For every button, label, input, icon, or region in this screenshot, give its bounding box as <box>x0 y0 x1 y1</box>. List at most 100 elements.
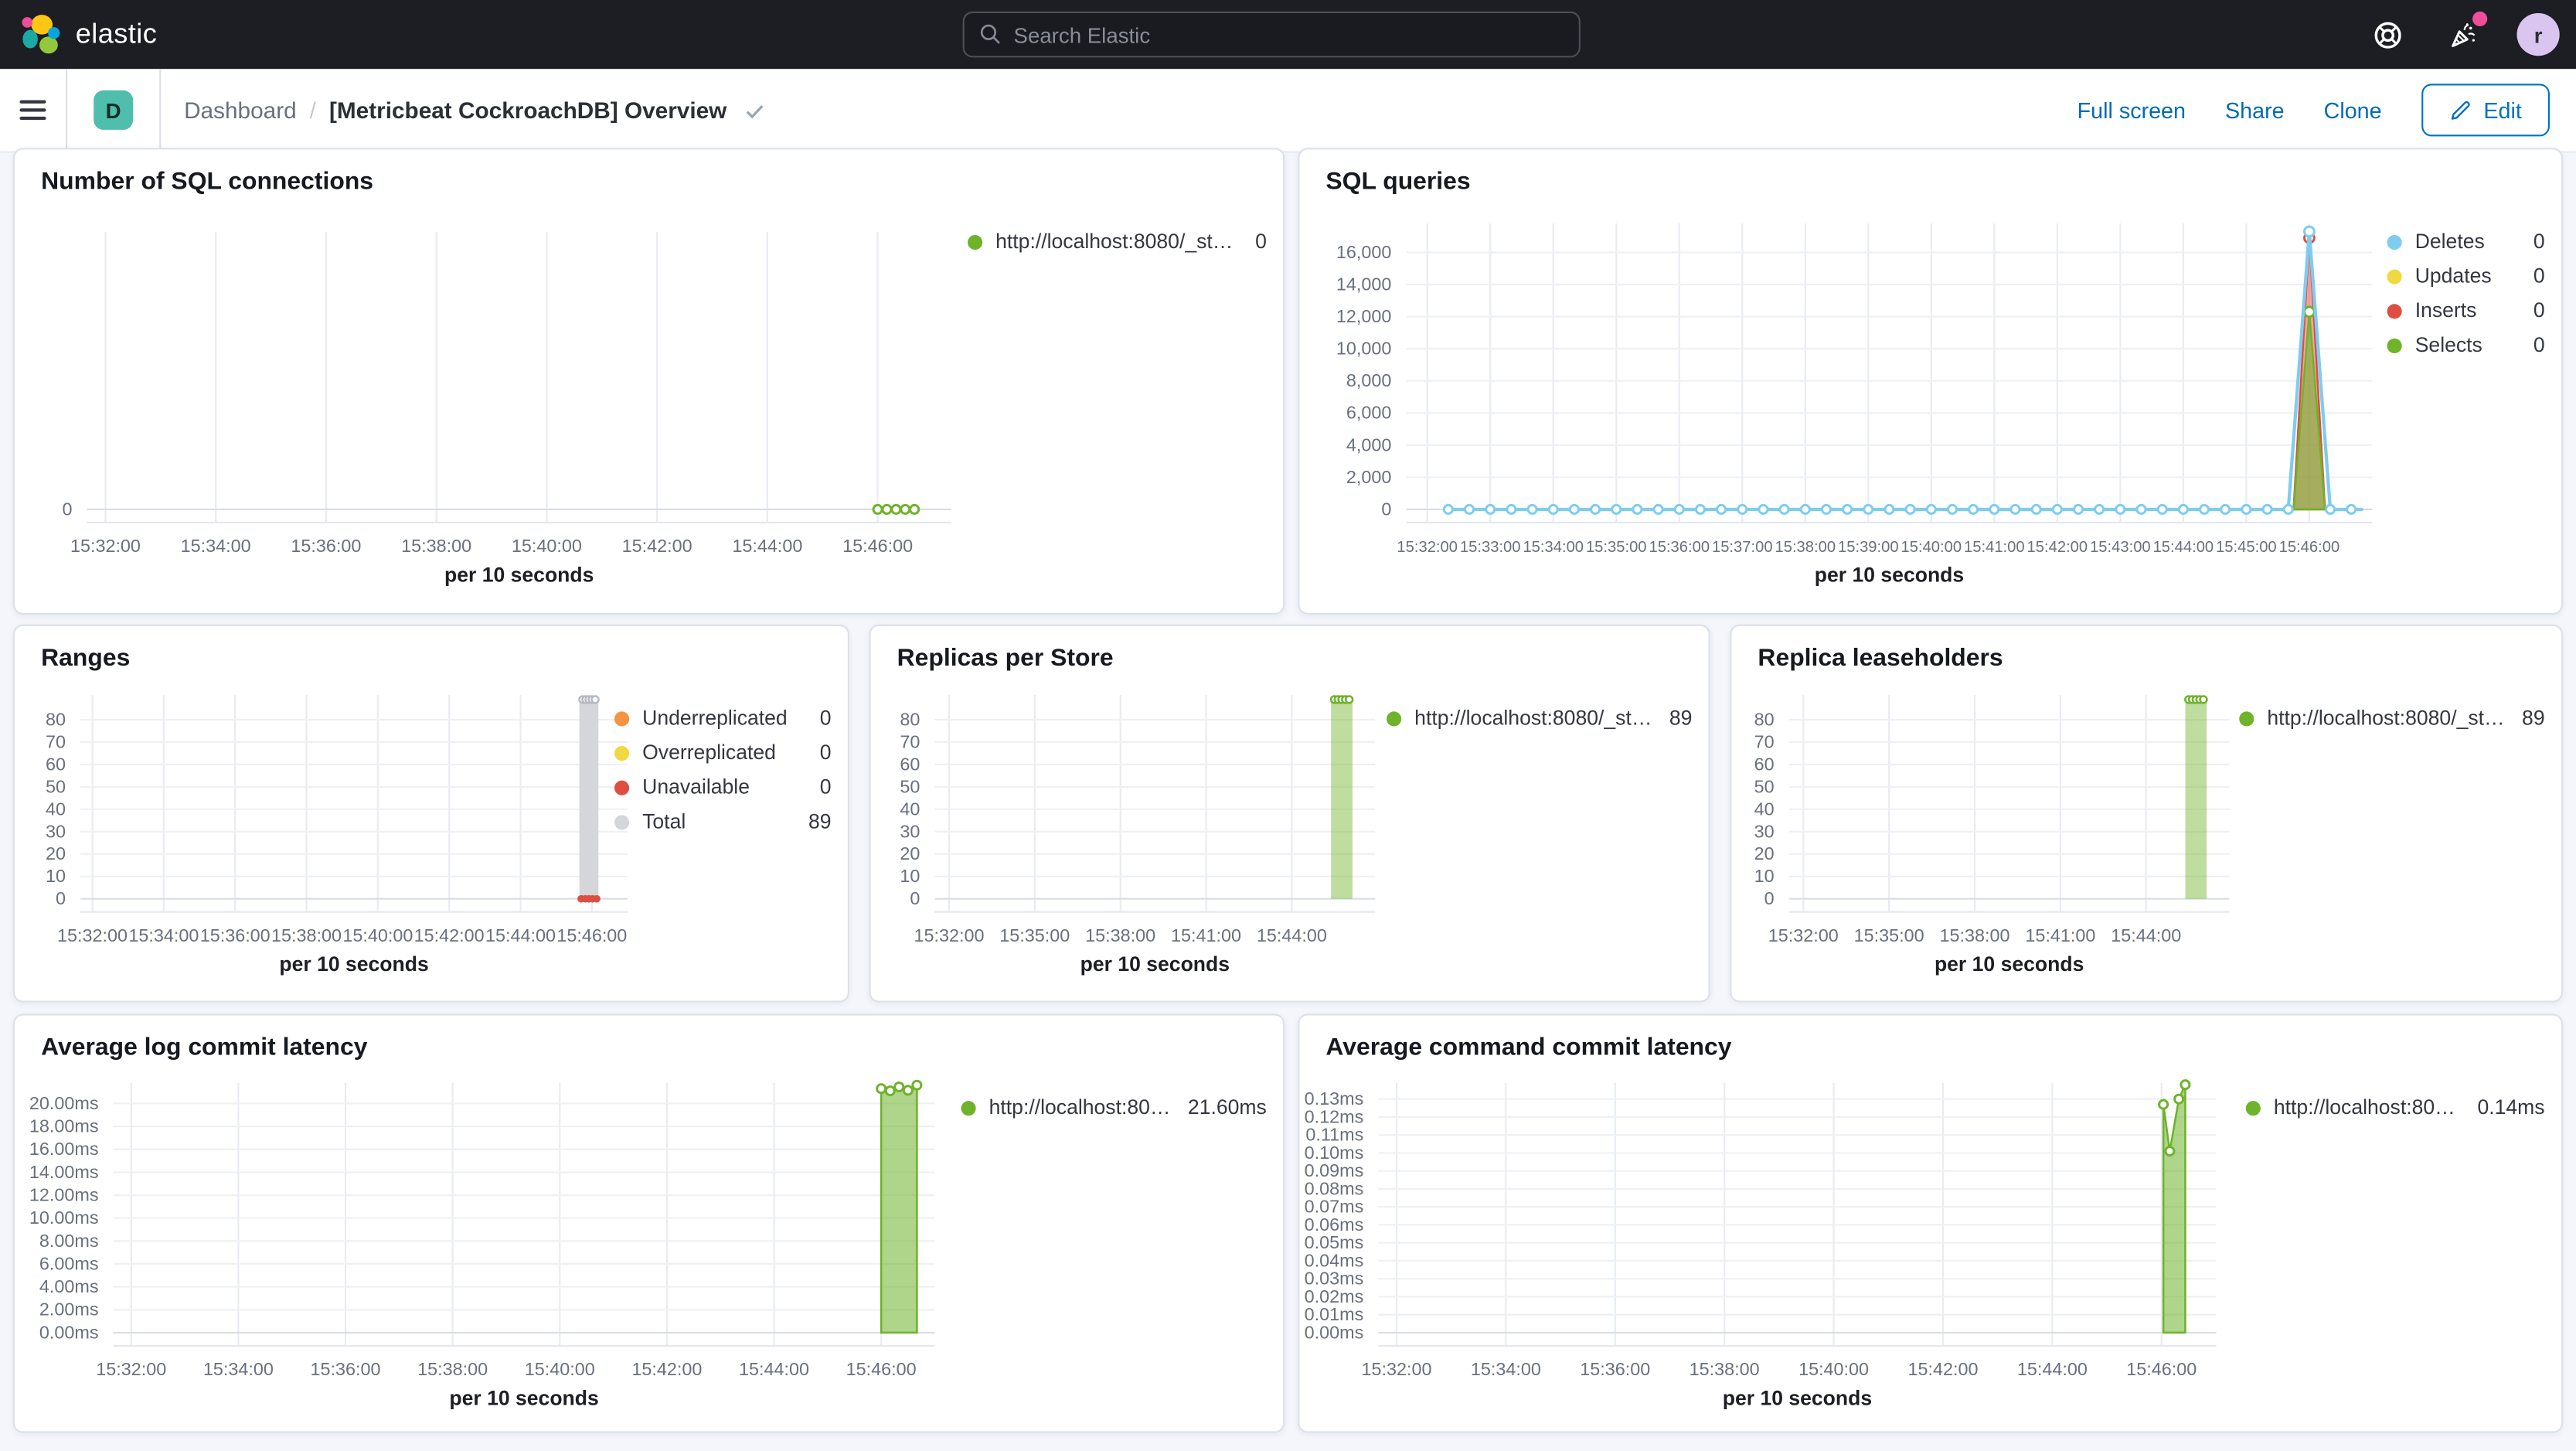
edit-button-label: Edit <box>2483 97 2522 123</box>
elastic-logo[interactable]: elastic <box>0 13 157 56</box>
chart-legend: http://localhost:8080... 0.14ms <box>2245 1091 2545 1126</box>
svg-text:0.01ms: 0.01ms <box>1305 1304 1364 1324</box>
chart-legend: http://localhost:8080/_stat... 0 <box>968 225 1267 260</box>
chart-canvas[interactable]: 0 2,000 4,000 6,000 8,000 10,000 12,000 14,000 1… <box>1299 149 2561 612</box>
svg-text:per 10 seconds: per 10 seconds <box>449 1386 598 1409</box>
svg-text:2,000: 2,000 <box>1346 467 1392 487</box>
chart-canvas[interactable]: 0 15:32:00 15:34:00 15:36:00 15:38:00 15:40:0… <box>15 149 1283 612</box>
legend-item[interactable]: Selects 0 <box>2387 329 2545 362</box>
svg-text:15:33:00: 15:33:00 <box>1460 539 1521 556</box>
legend-series-dot-icon <box>968 233 983 250</box>
breadcrumb-dashboard-link[interactable]: Dashboard <box>184 97 297 124</box>
svg-text:15:35:00: 15:35:00 <box>999 925 1070 945</box>
legend-item[interactable]: Overreplicated 0 <box>614 736 832 769</box>
menu-button[interactable] <box>0 68 66 152</box>
legend-item[interactable]: http://localhost:808... 21.60ms <box>961 1091 1267 1124</box>
chart-legend: Underreplicated 0 Overreplicated 0 Unavailab… <box>614 702 832 840</box>
svg-text:15:32:00: 15:32:00 <box>57 925 128 945</box>
legend-series-dot-icon <box>961 1100 976 1115</box>
legend-item[interactable]: http://localhost:8080... 0.14ms <box>2245 1091 2545 1124</box>
legend-series-dot-icon <box>614 710 630 726</box>
panel-title: Number of SQL connections <box>41 167 374 196</box>
svg-text:20: 20 <box>1754 843 1775 863</box>
svg-text:15:46:00: 15:46:00 <box>842 536 913 556</box>
svg-text:50: 50 <box>1754 776 1775 796</box>
legend-item[interactable]: http://localhost:8080/_sta... 89 <box>2239 702 2545 735</box>
elastic-logo-icon <box>22 15 60 54</box>
legend-series-value: 0 <box>819 741 832 765</box>
legend-series-label: http://localhost:8080/_sta... <box>2267 707 2510 730</box>
svg-text:15:40:00: 15:40:00 <box>512 536 582 556</box>
newsfeed-button[interactable] <box>2442 11 2488 56</box>
user-avatar[interactable]: r <box>2516 13 2560 56</box>
svg-text:15:46:00: 15:46:00 <box>846 1359 917 1379</box>
legend-item[interactable]: Updates 0 <box>2387 260 2545 293</box>
svg-text:12,000: 12,000 <box>1336 306 1392 326</box>
legend-item[interactable]: Unavailable 0 <box>614 771 832 804</box>
svg-text:15:38:00: 15:38:00 <box>1940 925 2010 945</box>
svg-text:8.00ms: 8.00ms <box>39 1231 99 1251</box>
svg-text:20.00ms: 20.00ms <box>29 1093 99 1113</box>
svg-text:70: 70 <box>46 731 66 751</box>
legend-item[interactable]: Deletes 0 <box>2387 225 2545 258</box>
legend-item[interactable]: http://localhost:8080/_sta... 89 <box>1387 702 1692 735</box>
svg-text:0.07ms: 0.07ms <box>1305 1197 1364 1217</box>
logo-text: elastic <box>75 18 158 49</box>
svg-text:15:42:00: 15:42:00 <box>631 1359 702 1379</box>
full-screen-button[interactable]: Full screen <box>2077 97 2186 123</box>
svg-text:15:34:00: 15:34:00 <box>1523 539 1584 556</box>
panel-ranges: Ranges 0 10 20 30 40 50 60 70 80 15:32:00 15:34:00… <box>13 624 849 1003</box>
legend-series-value: 0 <box>2533 298 2545 322</box>
svg-text:15:46:00: 15:46:00 <box>2126 1359 2197 1379</box>
global-search[interactable] <box>962 11 1581 58</box>
svg-text:50: 50 <box>46 776 66 796</box>
svg-text:14.00ms: 14.00ms <box>29 1162 99 1182</box>
legend-item[interactable]: Total 89 <box>614 806 832 839</box>
svg-text:0.08ms: 0.08ms <box>1305 1178 1364 1198</box>
search-input[interactable] <box>1013 22 1564 47</box>
svg-text:4.00ms: 4.00ms <box>39 1276 99 1296</box>
svg-text:80: 80 <box>1754 709 1775 729</box>
share-button[interactable]: Share <box>2225 97 2285 123</box>
edit-button[interactable]: Edit <box>2421 83 2550 137</box>
svg-text:15:44:00: 15:44:00 <box>1257 925 1327 945</box>
svg-text:15:44:00: 15:44:00 <box>485 925 556 945</box>
svg-text:10: 10 <box>46 866 66 886</box>
panel-replicas-per-store: Replicas per Store 0 10 20 30 40 50 60 70 80 15:3… <box>869 624 1710 1003</box>
title-check-icon[interactable] <box>744 97 768 122</box>
legend-item[interactable]: Underreplicated 0 <box>614 702 832 735</box>
svg-text:0.09ms: 0.09ms <box>1305 1160 1364 1180</box>
legend-series-label: http://localhost:8080... <box>2273 1095 2465 1119</box>
svg-text:70: 70 <box>1754 731 1775 751</box>
toolbar-actions: Full screen Share Clone Edit <box>2077 83 2576 137</box>
help-button[interactable] <box>2366 13 2408 56</box>
svg-text:15:43:00: 15:43:00 <box>2090 539 2151 556</box>
svg-text:0.11ms: 0.11ms <box>1305 1125 1363 1145</box>
clone-button[interactable]: Clone <box>2323 97 2382 123</box>
svg-text:per 10 seconds: per 10 seconds <box>1080 952 1230 976</box>
dashboard-app-badge[interactable]: D <box>94 90 134 130</box>
svg-text:30: 30 <box>900 821 920 841</box>
legend-series-dot-icon <box>614 814 630 829</box>
svg-text:0.02ms: 0.02ms <box>1305 1286 1364 1306</box>
svg-text:60: 60 <box>1754 754 1775 774</box>
svg-text:14,000: 14,000 <box>1336 274 1392 294</box>
breadcrumb: Dashboard / [Metricbeat CockroachDB] Ove… <box>184 97 767 123</box>
newsfeed-party-popper-icon <box>2451 22 2475 46</box>
svg-text:15:42:00: 15:42:00 <box>414 925 485 945</box>
svg-text:0.12ms: 0.12ms <box>1305 1106 1364 1126</box>
svg-text:15:36:00: 15:36:00 <box>1649 539 1710 556</box>
svg-text:15:40:00: 15:40:00 <box>525 1359 595 1379</box>
legend-item[interactable]: http://localhost:8080/_stat... 0 <box>968 225 1267 258</box>
svg-text:0: 0 <box>1764 888 1775 908</box>
svg-text:15:42:00: 15:42:00 <box>2027 539 2088 556</box>
svg-text:0.05ms: 0.05ms <box>1305 1232 1364 1252</box>
legend-item[interactable]: Inserts 0 <box>2387 294 2545 327</box>
chart-canvas[interactable]: 0.00ms0.01ms0.02ms0.03ms0.04ms0.05ms0.06… <box>1299 1016 2561 1432</box>
legend-series-value: 0 <box>2533 333 2545 357</box>
svg-text:15:36:00: 15:36:00 <box>291 536 361 556</box>
